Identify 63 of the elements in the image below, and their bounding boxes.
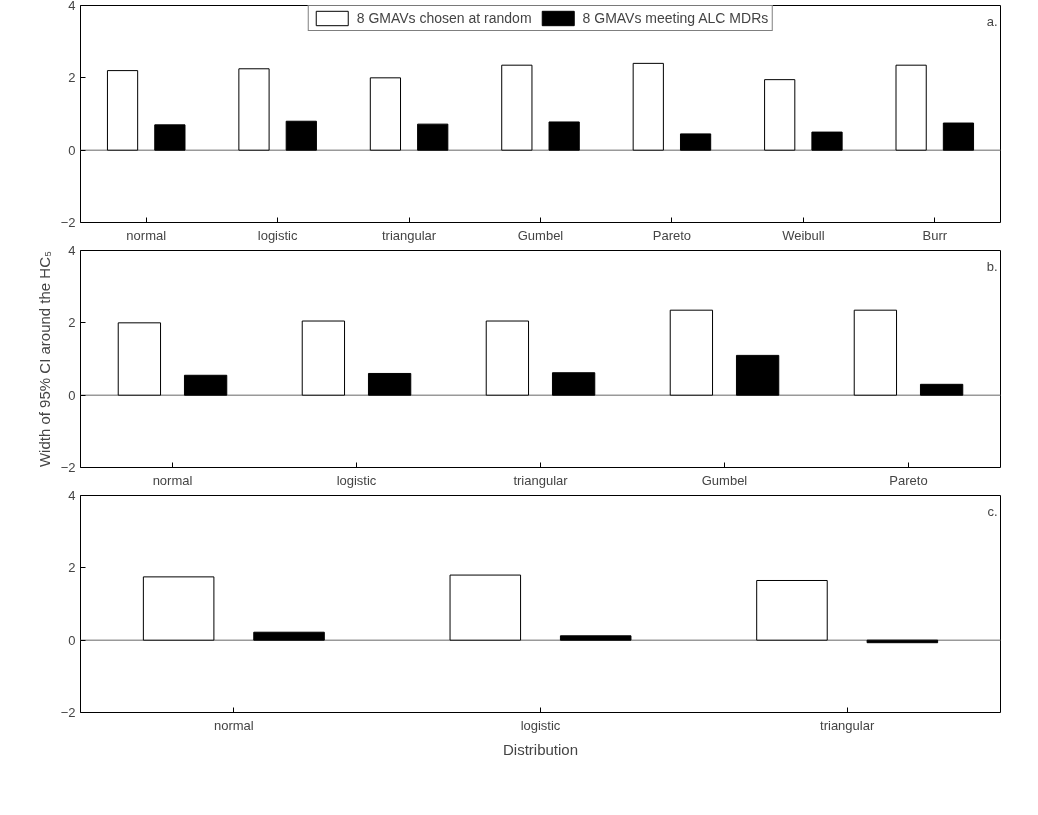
legend-label: 8 GMAVs chosen at random (356, 10, 532, 26)
y-axis-title: Width of 95% CI around the HC₅ (35, 250, 53, 468)
annotation: b. (986, 258, 998, 274)
bar (895, 64, 927, 151)
bar (449, 574, 522, 641)
bar (735, 354, 780, 396)
x-tick-label: normal (126, 227, 167, 243)
bar (106, 70, 139, 151)
annotation: a. (986, 13, 998, 29)
y-tick-label: 0 (68, 142, 76, 158)
bar (919, 383, 964, 396)
x-tick-label: Pareto (652, 227, 692, 243)
bar (367, 372, 412, 396)
bar (501, 64, 533, 151)
bar (142, 576, 215, 641)
bar (417, 123, 449, 151)
bar (942, 122, 975, 151)
x-tick-label: Gumbel (701, 472, 748, 488)
x-tick-label: Pareto (889, 472, 928, 488)
bar (551, 372, 596, 396)
bar (669, 309, 714, 396)
x-tick-label: Gumbel (517, 227, 564, 243)
x-tick-label: normal (152, 472, 193, 488)
bar (632, 62, 664, 151)
bar (238, 68, 270, 151)
x-tick-label: normal (213, 717, 254, 733)
bar (559, 635, 632, 641)
bar (183, 374, 228, 396)
annotation: c. (987, 503, 998, 519)
bar (679, 133, 712, 151)
bar (285, 120, 317, 151)
y-tick-label: 2 (68, 315, 76, 331)
x-tick-label: Weibull (782, 227, 825, 243)
x-tick-label: triangular (513, 472, 569, 488)
x-tick-label: logistic (336, 472, 377, 488)
y-tick-label: 2 (68, 70, 76, 86)
x-tick-label: logistic (520, 717, 561, 733)
y-tick-label: −2 (60, 215, 76, 230)
bar (301, 320, 346, 396)
y-tick-label: 4 (68, 488, 76, 503)
bar (853, 309, 898, 396)
y-tick-label: 0 (68, 387, 76, 403)
legend-label: 8 GMAVs meeting ALC MDRs (582, 10, 769, 26)
bar (548, 121, 580, 151)
x-tick-label: Burr (922, 227, 948, 243)
bar (485, 320, 530, 396)
x-tick-label: triangular (381, 227, 437, 243)
bar (154, 124, 186, 151)
bar (369, 77, 402, 151)
y-tick-label: −2 (60, 460, 76, 475)
bar (253, 631, 325, 641)
y-tick-label: 4 (68, 243, 76, 258)
x-tick-label: logistic (257, 227, 299, 243)
y-tick-label: −2 (60, 705, 76, 720)
x-axis-title: Distribution (502, 740, 579, 758)
bar (811, 131, 843, 151)
bar (117, 322, 162, 396)
y-tick-label: 4 (68, 0, 76, 13)
x-tick-label: triangular (820, 717, 875, 733)
y-tick-label: 0 (68, 632, 76, 648)
bar (764, 79, 796, 151)
y-tick-label: 2 (68, 560, 76, 576)
bar (756, 579, 828, 641)
